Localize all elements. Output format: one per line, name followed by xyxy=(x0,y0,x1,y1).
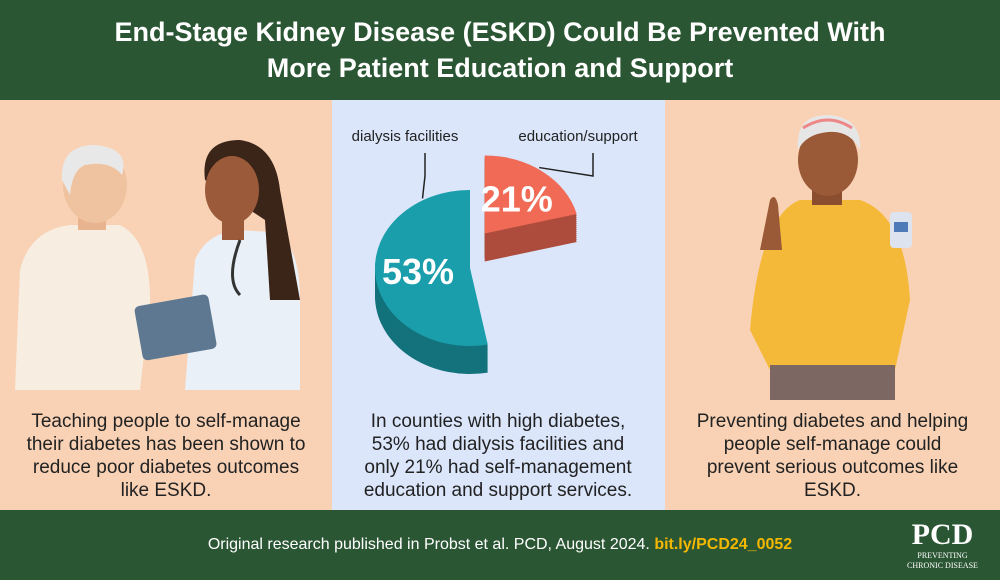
footer-text: Original research published in Probst et… xyxy=(207,536,650,553)
category-label: dialysis facilities xyxy=(352,128,459,145)
pie-slice xyxy=(484,155,577,234)
panel-text: Teaching people to self-manage their dia… xyxy=(26,411,306,501)
pie-chart: 53% 21% dialysis facilities education/suppo… xyxy=(352,128,638,374)
logo-line: PREVENTING xyxy=(917,551,968,560)
value-label: 53% xyxy=(382,251,454,292)
logo-line: CHRONIC DISEASE xyxy=(907,561,978,570)
illustration-doctor-patient xyxy=(15,140,300,390)
title: End-Stage Kidney Disease (ESKD) Could Be… xyxy=(114,17,886,83)
footer-link[interactable]: bit.ly/PCD24_0052 xyxy=(654,536,793,553)
logo-title: PCD xyxy=(911,518,974,551)
footer: Original research published in Probst et… xyxy=(150,536,850,554)
footer-band xyxy=(0,510,1000,580)
illustration-woman xyxy=(750,115,912,400)
leader-line xyxy=(539,153,594,177)
leader-line xyxy=(421,153,426,199)
header-band xyxy=(0,0,1000,100)
value-label: 21% xyxy=(481,179,553,220)
panel-text: Preventing diabetes and helping people s… xyxy=(696,411,969,501)
category-label: education/support xyxy=(518,128,638,145)
pie-slice xyxy=(375,190,488,346)
panel-text: In counties with high diabetes, 53% had … xyxy=(363,411,633,501)
